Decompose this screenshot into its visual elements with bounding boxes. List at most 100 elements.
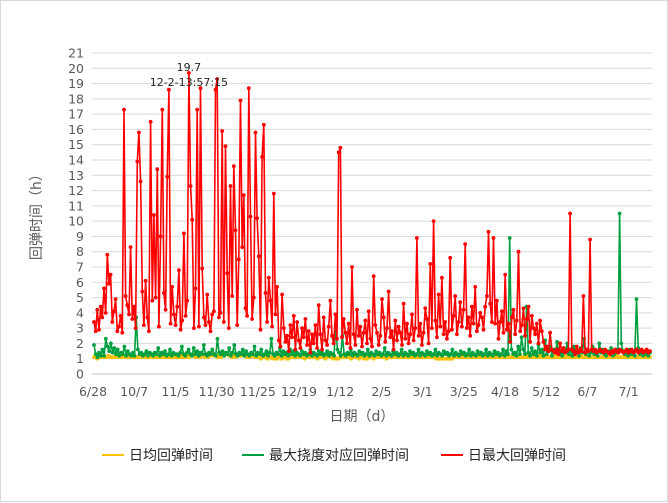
data-point (253, 130, 258, 135)
data-point (300, 349, 304, 353)
data-point (488, 301, 493, 306)
data-point (458, 300, 463, 305)
data-point (311, 341, 316, 346)
data-point (406, 341, 411, 346)
data-point (115, 347, 120, 352)
data-point (92, 320, 96, 324)
data-point (256, 254, 261, 259)
data-point (103, 336, 108, 341)
data-point (196, 353, 201, 358)
y-tick-label: 6 (76, 275, 84, 290)
data-point (205, 292, 210, 297)
data-point (531, 326, 536, 330)
data-point (173, 323, 178, 327)
data-point (114, 352, 118, 356)
data-point (604, 353, 608, 358)
data-point (219, 355, 223, 360)
data-point (356, 333, 361, 338)
data-point (526, 304, 531, 309)
data-point (420, 343, 424, 347)
legend-label: 日均回弹时间 (129, 448, 213, 464)
data-point (336, 150, 341, 155)
data-point (445, 336, 449, 341)
data-point (460, 324, 464, 329)
data-point (92, 343, 96, 347)
data-point (538, 350, 543, 355)
data-point (440, 275, 444, 280)
data-point (365, 341, 369, 346)
legend-item: 日均回弹时间 (102, 448, 213, 464)
data-point (247, 353, 252, 358)
annotation-time: 12-2-13:57:15 (150, 76, 228, 89)
data-point (218, 311, 223, 315)
data-point (394, 350, 399, 355)
data-point (406, 353, 411, 358)
data-point (202, 315, 206, 320)
data-point (140, 289, 145, 294)
data-point (296, 338, 301, 343)
data-point (408, 332, 413, 337)
data-point (190, 353, 194, 358)
series-3 (92, 71, 652, 356)
data-point (619, 341, 624, 346)
data-point (514, 318, 519, 323)
data-point (306, 329, 311, 334)
x-tick-label: 7/1 (619, 384, 639, 399)
data-point (318, 332, 323, 337)
data-point (560, 353, 564, 358)
data-point (403, 336, 408, 341)
x-tick-label: 11/5 (161, 384, 189, 399)
data-point (372, 353, 377, 358)
data-point (438, 324, 443, 329)
peak-annotation: 19.7 12-2-13:57:15 (150, 61, 228, 89)
data-point (316, 303, 321, 308)
data-point (168, 347, 172, 352)
data-point (213, 87, 218, 92)
data-point (541, 340, 546, 344)
data-point (323, 338, 328, 343)
data-point (315, 353, 319, 358)
data-point (167, 87, 171, 92)
data-point (235, 353, 240, 358)
data-point (521, 347, 526, 352)
data-point (544, 344, 549, 349)
data-point (470, 304, 474, 309)
data-point (357, 349, 362, 353)
data-point (177, 268, 181, 272)
data-point (347, 352, 352, 356)
legend-item: 最大挠度对应回弹时间 (242, 447, 409, 464)
data-point (200, 266, 205, 271)
data-point (132, 304, 136, 309)
data-point (147, 329, 151, 334)
data-point (193, 286, 198, 291)
data-point (451, 314, 456, 318)
data-point (351, 332, 356, 337)
data-point (165, 174, 170, 179)
data-point (258, 327, 263, 332)
data-point (95, 307, 100, 312)
data-point (543, 347, 547, 352)
data-point (270, 324, 274, 329)
data-point (608, 352, 612, 356)
data-point (328, 298, 333, 303)
data-point (355, 307, 359, 312)
data-point (374, 349, 379, 353)
legend-label: 日最大回弹时间 (468, 448, 566, 464)
data-point (523, 352, 527, 356)
data-point (233, 228, 238, 233)
data-point (526, 350, 531, 355)
data-point (559, 349, 564, 353)
data-point (398, 330, 403, 335)
data-point (467, 347, 472, 352)
data-point (172, 312, 176, 317)
data-point (421, 330, 426, 335)
data-point (587, 353, 592, 358)
data-point (222, 353, 227, 358)
data-point (133, 326, 138, 330)
data-point (163, 349, 167, 353)
data-point (468, 333, 473, 338)
data-point (377, 350, 382, 355)
data-point (502, 353, 507, 358)
data-point (178, 350, 183, 355)
data-point (128, 245, 133, 250)
